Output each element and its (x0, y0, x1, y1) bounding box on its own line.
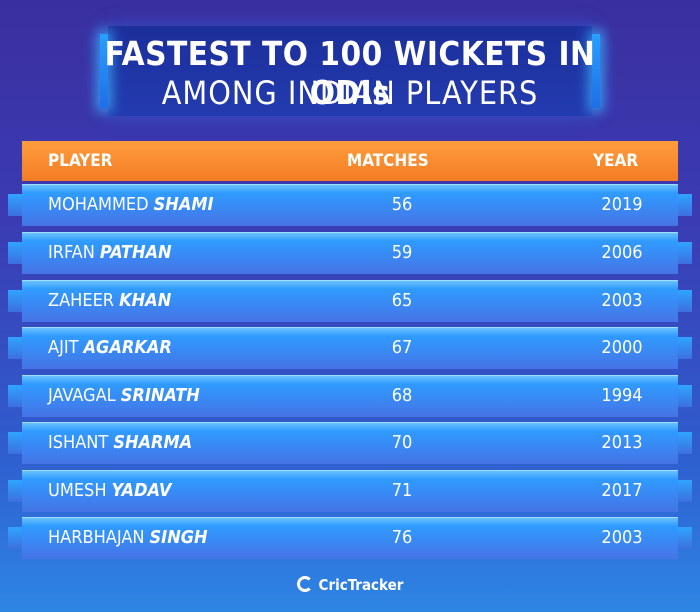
page-subtitle: AMONG INDIAN PLAYERS (161, 74, 539, 112)
crictracker-logo-icon (296, 576, 313, 592)
year-value: 2013 (601, 432, 643, 453)
title-glow-right (592, 34, 600, 108)
header-player: PLAYER (48, 151, 113, 171)
title-box (108, 26, 592, 116)
player-first-name: IRFAN (48, 242, 95, 263)
table-header: PLAYER MATCHES YEAR (22, 141, 678, 181)
year-value: 2003 (601, 290, 643, 311)
player-name: HARBHAJAN SINGH (48, 527, 208, 548)
player-last-name: KHAN (119, 290, 172, 311)
brand-name: CricTracker (318, 576, 404, 594)
player-first-name: ZAHEER (48, 290, 115, 311)
player-name: MOHAMMED SHAMI (48, 194, 214, 215)
year-value: 2017 (601, 480, 643, 501)
footer-brand: CricTracker (0, 576, 700, 594)
player-last-name: SINGH (149, 527, 208, 548)
page-title: FASTEST TO 100 WICKETS IN ODIs (104, 34, 596, 112)
title-glow-left (100, 34, 108, 108)
table-row: AJIT AGARKAR 67 2000 (8, 327, 692, 369)
player-name: IRFAN PATHAN (48, 242, 172, 263)
player-first-name: HARBHAJAN (48, 527, 145, 548)
player-first-name: JAVAGAL (48, 385, 116, 406)
year-value: 2006 (601, 242, 643, 263)
table-row: JAVAGAL SRINATH 68 1994 (8, 375, 692, 417)
player-first-name: AJIT (48, 337, 79, 358)
matches-value: 68 (391, 385, 413, 406)
year-value: 2000 (601, 337, 643, 358)
matches-value: 59 (391, 242, 413, 263)
matches-value: 70 (391, 432, 413, 453)
title-banner: FASTEST TO 100 WICKETS IN ODIs AMONG IND… (100, 26, 600, 116)
year-value: 1994 (601, 385, 643, 406)
player-name: AJIT AGARKAR (48, 337, 172, 358)
table-row: MOHAMMED SHAMI 56 2019 (8, 184, 692, 226)
year-value: 2003 (601, 527, 643, 548)
year-value: 2019 (601, 194, 643, 215)
player-last-name: SHAMI (153, 194, 214, 215)
table-row: ISHANT SHARMA 70 2013 (8, 422, 692, 464)
table-row: ZAHEER KHAN 65 2003 (8, 280, 692, 322)
player-last-name: YADAV (111, 480, 172, 501)
player-name: ISHANT SHARMA (48, 432, 192, 453)
table-row: HARBHAJAN SINGH 76 2003 (8, 517, 692, 559)
player-name: UMESH YADAV (48, 480, 171, 501)
matches-value: 67 (391, 337, 413, 358)
matches-value: 76 (391, 527, 413, 548)
player-first-name: ISHANT (48, 432, 109, 453)
player-first-name: UMESH (48, 480, 107, 501)
player-name: ZAHEER KHAN (48, 290, 171, 311)
player-last-name: SRINATH (120, 385, 200, 406)
player-last-name: AGARKAR (83, 337, 172, 358)
table-row: IRFAN PATHAN 59 2006 (8, 232, 692, 274)
player-first-name: MOHAMMED (48, 194, 149, 215)
player-last-name: PATHAN (99, 242, 172, 263)
player-name: JAVAGAL SRINATH (48, 385, 200, 406)
matches-value: 71 (391, 480, 413, 501)
matches-value: 56 (391, 194, 413, 215)
player-last-name: SHARMA (113, 432, 193, 453)
matches-value: 65 (391, 290, 413, 311)
table-row: UMESH YADAV 71 2017 (8, 470, 692, 512)
header-year: YEAR (593, 151, 639, 171)
header-matches: MATCHES (347, 151, 429, 171)
